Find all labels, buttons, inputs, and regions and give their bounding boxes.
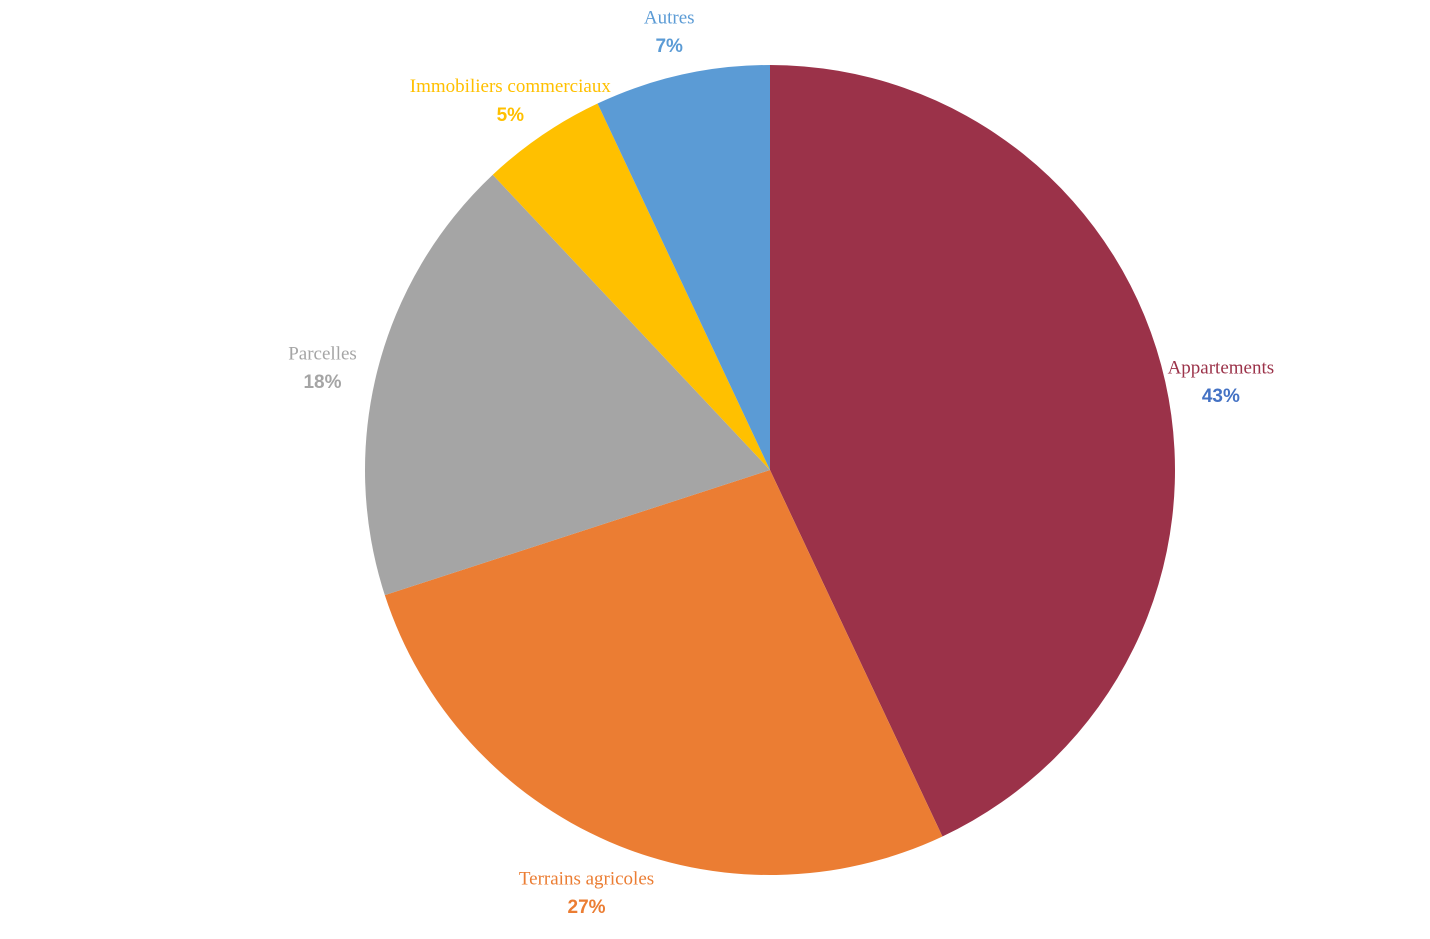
pie-slice: [384, 470, 943, 876]
pie-slice: [365, 174, 770, 596]
slice-label: Immobiliers commerciaux: [410, 76, 612, 97]
pie-slice: [492, 103, 770, 470]
value-label: 7%: [655, 36, 683, 57]
slice-label: Appartements: [1168, 358, 1275, 379]
pie-slice: [597, 65, 770, 470]
value-label: 5%: [497, 105, 525, 126]
value-label: 27%: [568, 897, 606, 918]
slice-label: Parcelles: [288, 343, 357, 364]
value-label: 18%: [303, 372, 341, 393]
slice-label: Terrains agricoles: [519, 868, 654, 889]
pie-slice: [770, 65, 1176, 837]
value-label: 43%: [1202, 386, 1240, 407]
slice-label: Autres: [644, 7, 695, 28]
